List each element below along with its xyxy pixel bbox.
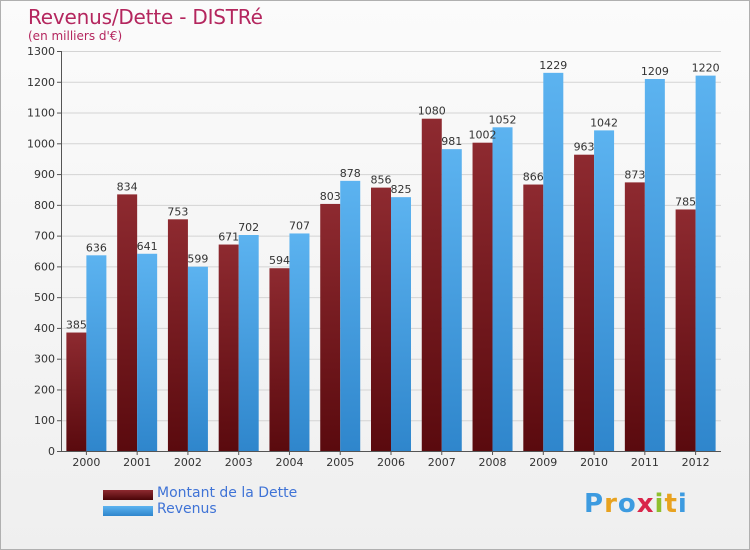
bar-revenus-2012 xyxy=(695,75,716,451)
legend-label-revenus: Revenus xyxy=(157,501,217,517)
xtick-label-2001: 2001 xyxy=(123,456,151,469)
data-label-dette-2005: 803 xyxy=(320,190,341,203)
legend-swatch-revenus xyxy=(103,506,153,516)
data-label-revenus-2006: 825 xyxy=(391,183,412,196)
data-label-dette-2004: 594 xyxy=(269,254,290,267)
axes: 0 100 200 300 400 500 600 700 800 900 1000 1100 1200… xyxy=(27,45,721,469)
xtick-label-2010: 2010 xyxy=(580,456,608,469)
bar-revenus-2011 xyxy=(644,79,665,451)
ytick-label-1100: 1100 xyxy=(27,107,55,120)
proxiti-logo: Proxiti xyxy=(584,489,688,519)
bar-dette-2009 xyxy=(523,184,544,452)
ytick-label-100: 100 xyxy=(34,414,55,427)
chart-subtitle: (en milliers d'€) xyxy=(28,29,123,43)
data-label-revenus-2009: 1229 xyxy=(539,59,567,72)
data-label-revenus-2001: 641 xyxy=(137,240,158,253)
ytick-label-900: 900 xyxy=(34,168,55,181)
data-label-dette-2002: 753 xyxy=(167,205,188,218)
ytick-label-600: 600 xyxy=(34,260,55,273)
xtick-label-2011: 2011 xyxy=(631,456,659,469)
xtick-label-2009: 2009 xyxy=(529,456,557,469)
bar-dette-2008 xyxy=(472,142,493,451)
ytick-label-800: 800 xyxy=(34,199,55,212)
legend-swatch-dette xyxy=(103,490,153,500)
bar-dette-2012 xyxy=(675,209,696,451)
data-label-revenus-2004: 707 xyxy=(289,219,310,232)
bar-dette-2005 xyxy=(320,203,341,451)
xtick-label-2003: 2003 xyxy=(225,456,253,469)
data-label-revenus-2007: 981 xyxy=(441,135,462,148)
data-label-dette-2007: 1080 xyxy=(418,105,446,118)
data-label-revenus-2002: 599 xyxy=(187,253,208,266)
bar-revenus-2000 xyxy=(86,255,107,451)
data-label-revenus-2005: 878 xyxy=(340,167,361,180)
xtick-label-2005: 2005 xyxy=(326,456,354,469)
xtick-label-2000: 2000 xyxy=(72,456,100,469)
bar-revenus-2001 xyxy=(137,253,158,451)
ytick-label-300: 300 xyxy=(34,353,55,366)
logo-letter-2: o xyxy=(617,489,637,519)
bar-revenus-2004 xyxy=(289,233,310,451)
bar-dette-2004 xyxy=(269,268,290,451)
bar-revenus-2006 xyxy=(391,197,411,451)
data-label-dette-2012: 785 xyxy=(675,195,696,208)
bar-revenus-2009 xyxy=(543,72,564,451)
data-label-revenus-2003: 702 xyxy=(238,221,259,234)
logo-letter-4: i xyxy=(654,489,665,519)
data-label-revenus-2008: 1052 xyxy=(489,113,517,126)
logo-letter-3: x xyxy=(636,489,655,519)
legend-label-dette: Montant de la Dette xyxy=(157,485,298,501)
ytick-label-200: 200 xyxy=(34,383,55,396)
bar-dette-2010 xyxy=(574,154,595,451)
data-label-dette-2010: 963 xyxy=(574,141,595,154)
data-label-revenus-2000: 636 xyxy=(86,241,107,254)
bar-revenus-2003 xyxy=(238,235,259,451)
bar-dette-2000 xyxy=(66,332,87,451)
bar-revenus-2008 xyxy=(492,127,513,452)
xtick-label-2007: 2007 xyxy=(428,456,456,469)
bar-dette-2002 xyxy=(167,219,188,451)
ytick-label-1000: 1000 xyxy=(27,137,55,150)
xtick-label-2012: 2012 xyxy=(682,456,710,469)
data-label-dette-2000: 385 xyxy=(66,319,87,332)
logo-letter-0: P xyxy=(584,489,605,519)
bar-revenus-2010 xyxy=(594,130,615,451)
bar-dette-2001 xyxy=(117,194,138,451)
data-labels: 3856368346417535996717025947078038788568… xyxy=(66,59,720,332)
logo-letter-6: i xyxy=(677,489,688,519)
bars xyxy=(66,72,716,452)
bar-revenus-2002 xyxy=(187,266,208,451)
xtick-label-2008: 2008 xyxy=(479,456,507,469)
ytick-label-700: 700 xyxy=(34,230,55,243)
data-label-dette-2009: 866 xyxy=(523,171,544,184)
data-label-revenus-2011: 1209 xyxy=(641,65,669,78)
data-label-dette-2006: 856 xyxy=(371,174,392,187)
logo-letter-5: t xyxy=(664,489,678,519)
chart-title: Revenus/Dette - DISTRé xyxy=(28,5,263,29)
bar-dette-2007 xyxy=(421,118,442,451)
xtick-label-2002: 2002 xyxy=(174,456,202,469)
ytick-label-500: 500 xyxy=(34,291,55,304)
logo-letter-1: r xyxy=(604,489,618,519)
data-label-revenus-2012: 1220 xyxy=(692,62,720,75)
data-label-revenus-2010: 1042 xyxy=(590,116,618,129)
data-label-dette-2011: 873 xyxy=(624,168,645,181)
ytick-label-1300: 1300 xyxy=(27,45,55,58)
bar-dette-2003 xyxy=(218,244,239,451)
bar-revenus-2007 xyxy=(441,149,462,451)
data-label-dette-2001: 834 xyxy=(117,180,138,193)
data-label-dette-2008: 1002 xyxy=(469,129,497,142)
xtick-label-2006: 2006 xyxy=(377,456,405,469)
bar-dette-2011 xyxy=(624,182,645,451)
bar-revenus-2005 xyxy=(340,180,361,451)
ytick-label-1200: 1200 xyxy=(27,76,55,89)
xtick-label-2004: 2004 xyxy=(275,456,303,469)
ytick-label-400: 400 xyxy=(34,322,55,335)
bar-dette-2006 xyxy=(371,187,391,451)
ytick-label-0: 0 xyxy=(48,445,55,458)
data-label-dette-2003: 671 xyxy=(218,231,239,244)
